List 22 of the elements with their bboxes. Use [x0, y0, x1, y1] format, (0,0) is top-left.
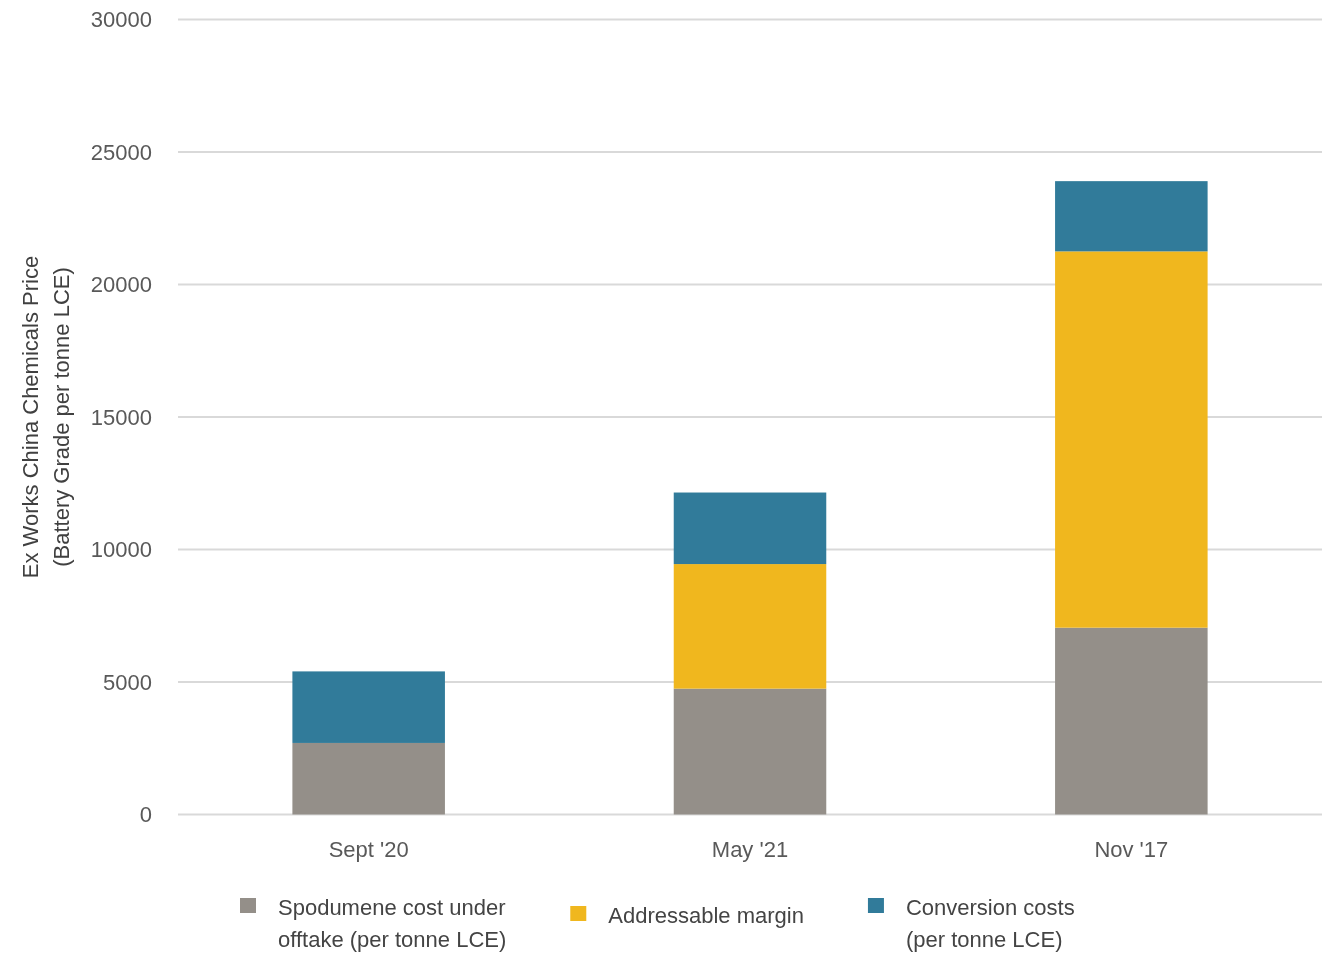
y-tick-label: 20000 — [90, 272, 152, 297]
bar — [1055, 181, 1208, 252]
x-tick-label: Sept '20 — [328, 836, 409, 862]
legend-label: Addressable margin — [608, 902, 804, 928]
y-tick-label: 0 — [139, 802, 152, 827]
bar — [292, 671, 445, 743]
y-tick-label: 25000 — [90, 139, 152, 165]
bar — [673, 492, 827, 565]
legend-label: Spodumene cost under offtake (per tonne LCE) — [278, 894, 507, 952]
y-tick-label: 10000 — [90, 537, 152, 562]
bar — [673, 564, 827, 689]
x-tick-label: May '21 — [711, 836, 789, 862]
legend-label: Conversion costs (per tonne LCE) — [905, 894, 1075, 952]
bar — [1055, 251, 1208, 628]
bar — [673, 688, 827, 815]
bar — [1055, 627, 1208, 815]
bar — [292, 742, 445, 815]
y-axis-title: Ex Works China Chemicals Price (Battery Grade per tonne LCE) — [17, 255, 74, 579]
y-tick-label: 15000 — [90, 404, 152, 430]
y-tick-label: 5000 — [103, 669, 152, 695]
y-tick-label: 30000 — [90, 7, 152, 32]
x-tick-label: Nov '17 — [1094, 836, 1169, 862]
